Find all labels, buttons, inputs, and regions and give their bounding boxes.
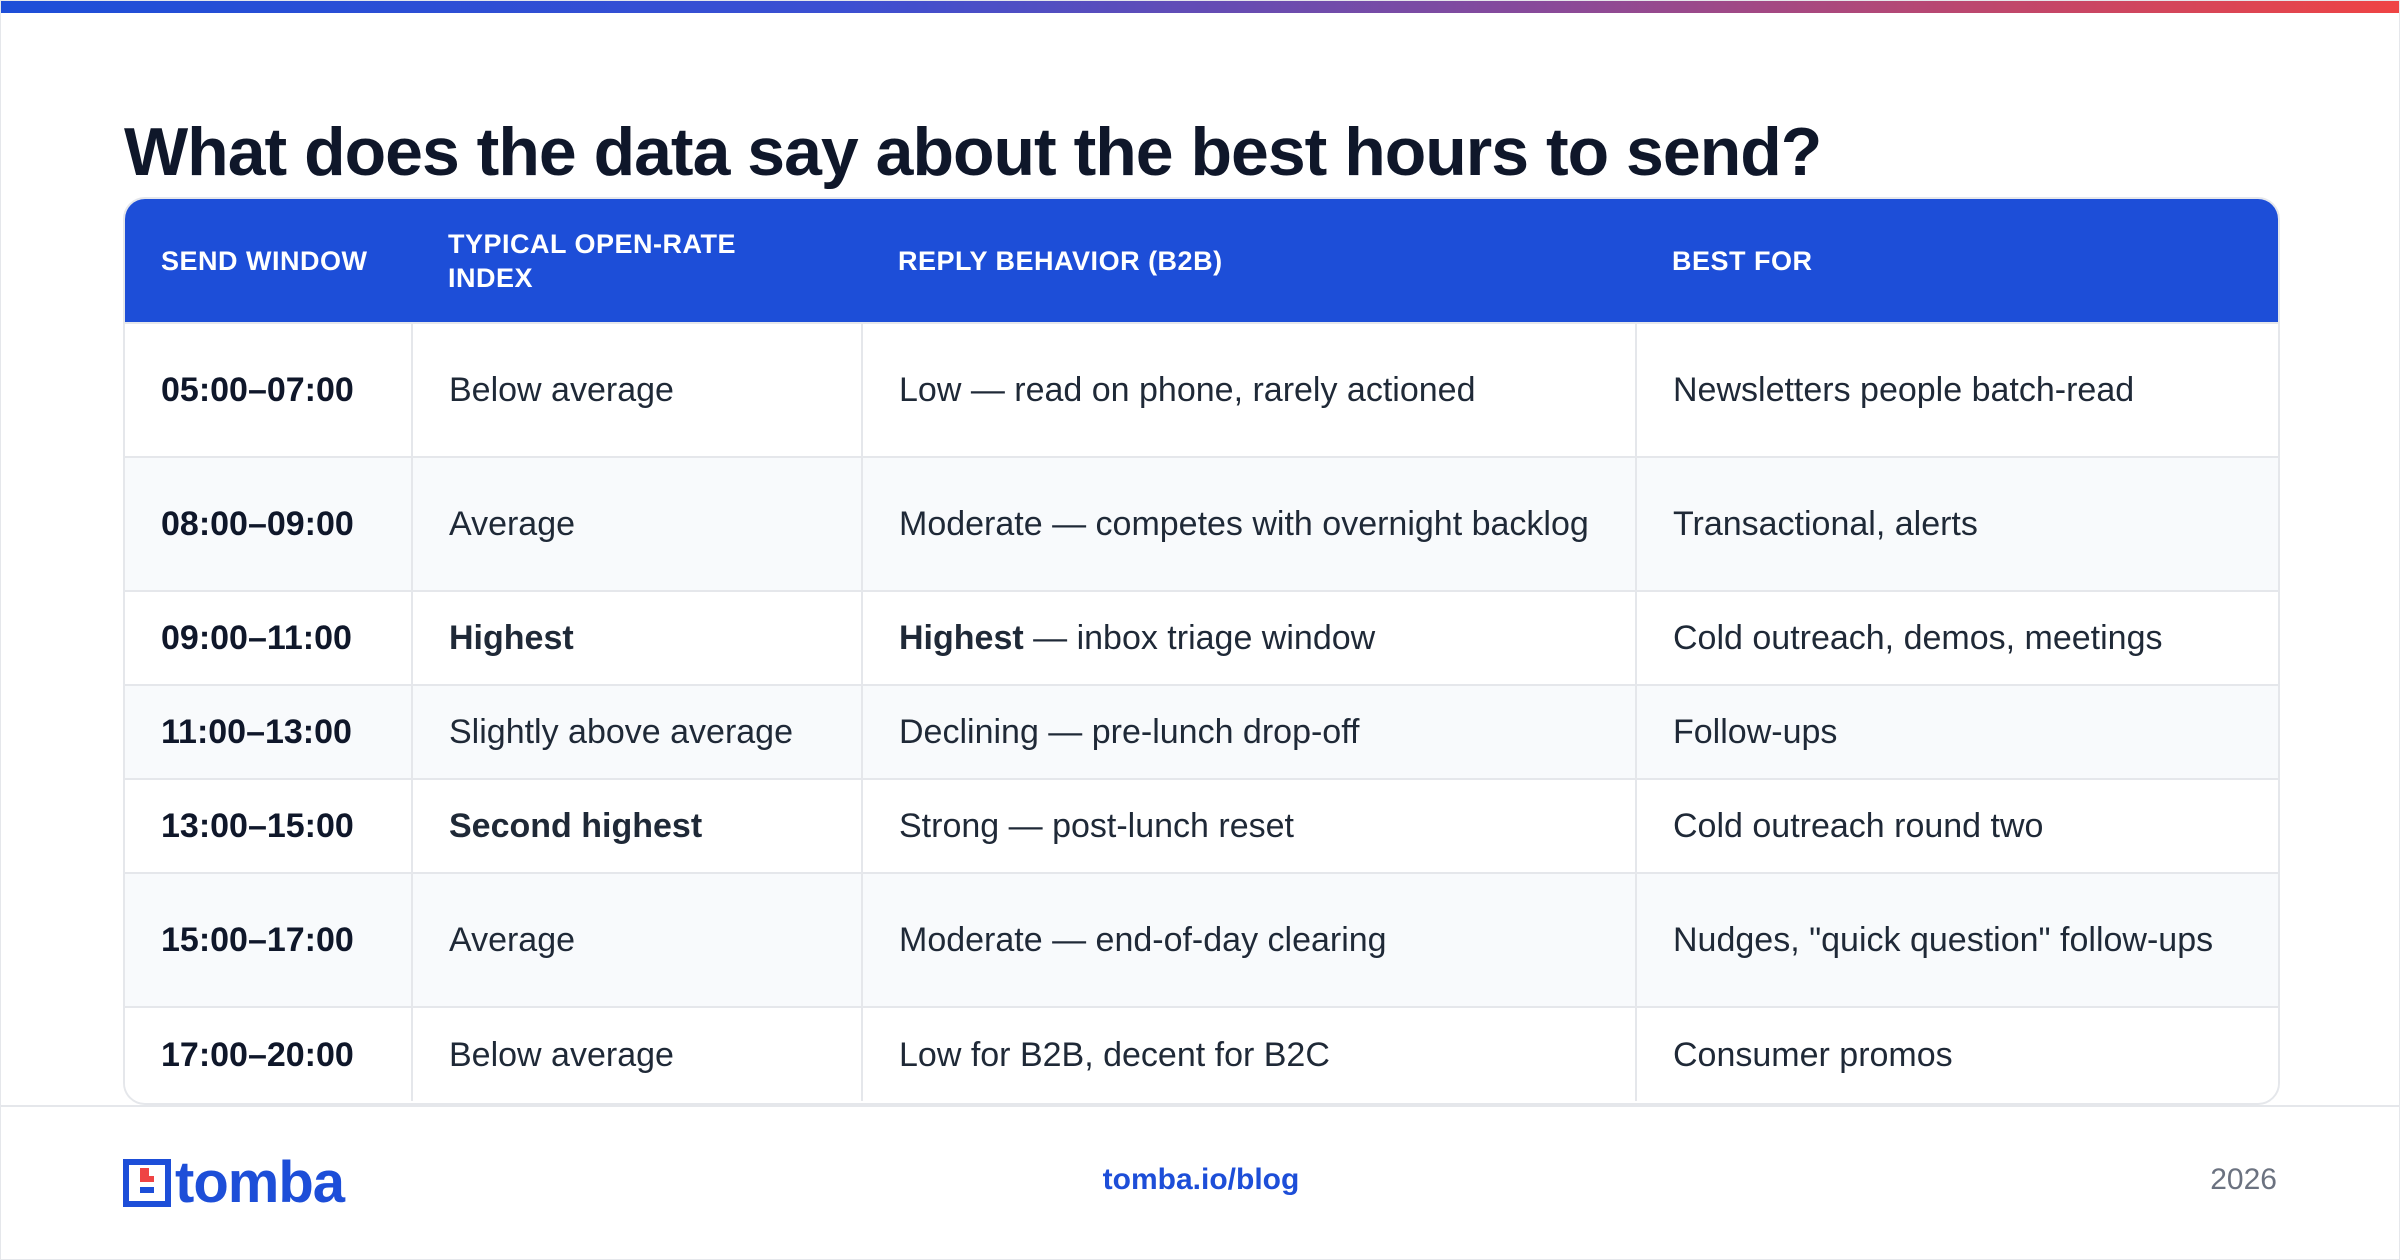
table-row: 11:00–13:00 Slightly above average Decli… (125, 684, 2278, 779)
reply-behavior-text: Declining — pre-lunch drop-off (899, 713, 1360, 751)
table-row: 09:00–11:00 Highest Highest — inbox tria… (125, 590, 2278, 685)
best-for-cell: Newsletters people batch-read (1636, 322, 2278, 457)
open-rate-cell: Average (412, 872, 863, 1007)
table-row: 17:00–20:00 Below average Low for B2B, d… (125, 1006, 2278, 1101)
header-best-for: BEST FOR (1672, 245, 1813, 276)
table-row: 08:00–09:00 Average Moderate — competes … (125, 456, 2278, 591)
header-open-rate-index: TYPICAL OPEN-RATE INDEX (448, 228, 737, 293)
best-for-cell: Transactional, alerts (1636, 456, 2278, 591)
send-window-cell: 09:00–11:00 (125, 590, 413, 685)
open-rate-cell: Below average (412, 322, 863, 457)
footer-year: 2026 (2210, 1163, 2277, 1196)
reply-behavior-text: Moderate — end-of-day clearing (899, 921, 1387, 959)
reply-behavior-cell: Moderate — competes with overnight backl… (862, 456, 1637, 591)
best-for-cell: Consumer promos (1636, 1006, 2278, 1101)
reply-behavior-text: Strong — post-lunch reset (899, 807, 1294, 845)
table-row: 13:00–15:00 Second highest Strong — post… (125, 778, 2278, 873)
best-for-cell: Nudges, "quick question" follow-ups (1636, 872, 2278, 1007)
open-rate-cell: Second highest (412, 778, 863, 873)
send-window-cell: 13:00–15:00 (125, 778, 413, 873)
send-window-cell: 15:00–17:00 (125, 872, 413, 1007)
gradient-top-bar (1, 1, 2399, 13)
table-row: 05:00–07:00 Below average Low — read on … (125, 322, 2278, 457)
open-rate-cell: Average (412, 456, 863, 591)
reply-behavior-cell: Highest — inbox triage window (862, 590, 1637, 685)
best-for-cell: Follow-ups (1636, 684, 2278, 779)
header-reply-behavior: REPLY BEHAVIOR (B2B) (898, 245, 1223, 276)
best-for-cell: Cold outreach round two (1636, 778, 2278, 873)
send-window-cell: 17:00–20:00 (125, 1006, 413, 1101)
reply-behavior-cell: Declining — pre-lunch drop-off (862, 684, 1637, 779)
reply-behavior-text: Low — read on phone, rarely actioned (899, 371, 1476, 409)
reply-behavior-emphasis: Highest (899, 619, 1024, 657)
open-rate-cell: Slightly above average (412, 684, 863, 779)
reply-behavior-cell: Strong — post-lunch reset (862, 778, 1637, 873)
table-body: 05:00–07:00 Below average Low — read on … (125, 322, 2278, 1101)
send-window-cell: 05:00–07:00 (125, 322, 413, 457)
send-window-table: SEND WINDOW TYPICAL OPEN-RATE INDEX REPL… (123, 197, 2280, 1105)
open-rate-cell: Highest (412, 590, 863, 685)
table-header: SEND WINDOW TYPICAL OPEN-RATE INDEX REPL… (125, 199, 2278, 323)
data-table: SEND WINDOW TYPICAL OPEN-RATE INDEX REPL… (125, 199, 2278, 1101)
footer-divider (1, 1105, 2399, 1107)
page-title: What does the data say about the best ho… (124, 114, 1822, 190)
header-send-window: SEND WINDOW (161, 245, 368, 276)
brand-name: tomba (175, 1150, 345, 1215)
reply-behavior-cell: Low — read on phone, rarely actioned (862, 322, 1637, 457)
reply-behavior-text: Low for B2B, decent for B2C (899, 1035, 1330, 1074)
open-rate-cell: Below average (412, 1006, 863, 1101)
send-window-cell: 11:00–13:00 (125, 684, 413, 779)
reply-behavior-cell: Moderate — end-of-day clearing (862, 872, 1637, 1007)
table-row: 15:00–17:00 Average Moderate — end-of-da… (125, 872, 2278, 1007)
tomba-logo-icon (123, 1159, 171, 1207)
reply-behavior-text: — inbox triage window (1023, 619, 1376, 657)
reply-behavior-text: Moderate — competes with overnight backl… (899, 505, 1589, 543)
best-for-cell: Cold outreach, demos, meetings (1636, 590, 2278, 685)
send-window-cell: 08:00–09:00 (125, 456, 413, 591)
reply-behavior-cell: Low for B2B, decent for B2C (862, 1006, 1637, 1101)
blog-link[interactable]: tomba.io/blog (1102, 1163, 1300, 1196)
tomba-logo[interactable]: tomba (123, 1150, 345, 1215)
